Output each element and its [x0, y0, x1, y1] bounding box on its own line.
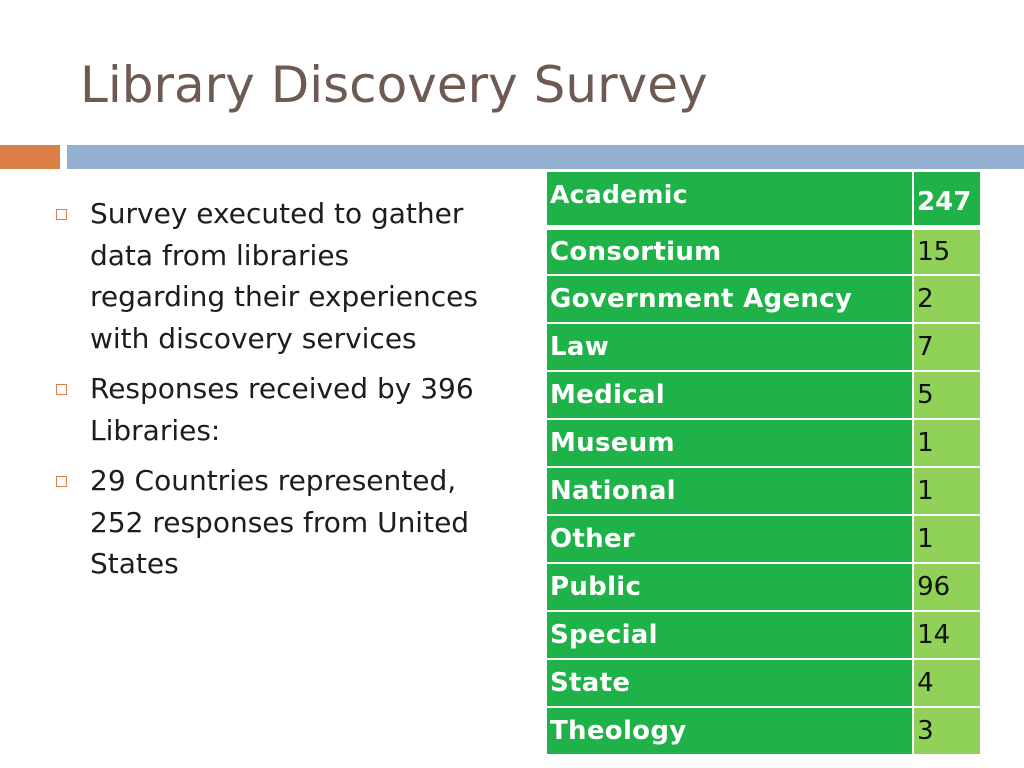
category-cell: Museum: [544, 418, 915, 468]
category-cell: Consortium: [544, 226, 915, 276]
count-cell: 14: [912, 610, 982, 660]
table-row: Museum 1: [544, 418, 982, 468]
count-cell: 5: [912, 370, 982, 420]
square-bullet-icon: [56, 209, 67, 220]
bullet-text: 29 Countries represented, 252 responses …: [90, 464, 470, 580]
bullet-text: Survey executed to gather data from libr…: [90, 197, 478, 355]
category-cell: Public: [544, 562, 915, 612]
bullet-item: Survey executed to gather data from libr…: [52, 193, 482, 359]
category-cell: Other: [544, 514, 915, 564]
category-cell: Law: [544, 322, 915, 372]
bullet-item: 29 Countries represented, 252 responses …: [52, 460, 482, 585]
count-cell: 2: [912, 274, 982, 324]
category-cell: Academic: [544, 170, 915, 230]
bullet-text: Responses received by 396 Libraries:: [90, 372, 474, 447]
category-cell: Special: [544, 610, 915, 660]
slide-title: Library Discovery Survey: [80, 56, 708, 114]
table-row: National 1: [544, 466, 982, 516]
bullet-item: Responses received by 396 Libraries:: [52, 368, 482, 451]
table-row: Other 1: [544, 514, 982, 564]
count-cell: 15: [912, 226, 982, 276]
count-cell: 1: [912, 418, 982, 468]
category-cell: Medical: [544, 370, 915, 420]
category-cell: State: [544, 658, 915, 708]
accent-bar-blue: [67, 145, 1024, 169]
table-row: Consortium 15: [544, 226, 982, 276]
count-cell: 1: [912, 466, 982, 516]
category-cell: Theology: [544, 706, 915, 756]
count-cell: 96: [912, 562, 982, 612]
table-row: Law 7: [544, 322, 982, 372]
table-row: Government Agency 2: [544, 274, 982, 324]
count-cell: 4: [912, 658, 982, 708]
table-row: Special 14: [544, 610, 982, 660]
count-cell: 3: [912, 706, 982, 756]
table-row: Academic 247: [544, 170, 982, 230]
table-row: Theology 3: [544, 706, 982, 756]
bullet-list: Survey executed to gather data from libr…: [52, 193, 482, 594]
table-row: Public 96: [544, 562, 982, 612]
count-cell: 7: [912, 322, 982, 372]
count-cell: 1: [912, 514, 982, 564]
square-bullet-icon: [56, 476, 67, 487]
table-row: State 4: [544, 658, 982, 708]
count-cell: 247: [912, 170, 982, 230]
accent-bar-orange: [0, 145, 60, 169]
table-row: Medical 5: [544, 370, 982, 420]
library-type-table: Academic 247 Consortium 15 Government Ag…: [544, 170, 982, 756]
category-cell: National: [544, 466, 915, 516]
category-cell: Government Agency: [544, 274, 915, 324]
square-bullet-icon: [56, 384, 67, 395]
